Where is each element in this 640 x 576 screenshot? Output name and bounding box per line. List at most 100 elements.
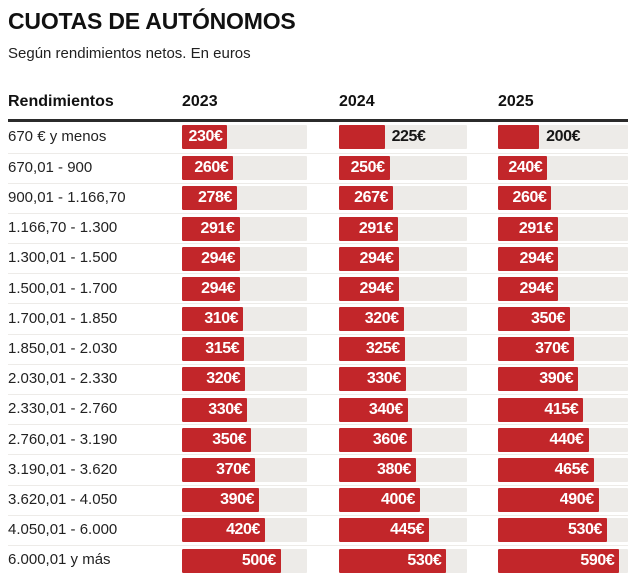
bar-2023: 294€ <box>182 246 241 271</box>
bar-track-2024: 380€ <box>339 458 467 482</box>
chart-title: CUOTAS DE AUTÓNOMOS <box>8 8 296 34</box>
table-row: 2.760,01 - 3.190 350€ 360€ 440€ <box>8 424 628 454</box>
bar-value-label: 315€ <box>205 340 240 358</box>
bar-value-label: 291€ <box>518 219 553 237</box>
bar-2025: 294€ <box>498 276 559 301</box>
row-label: 900,01 - 1.166,70 <box>8 189 126 207</box>
bar-value-label: 530€ <box>568 521 603 539</box>
bar-track-2023: 294€ <box>182 276 307 301</box>
bar-track-2023: 390€ <box>182 488 307 513</box>
bar-track-2025: 240€ <box>498 156 628 181</box>
bar-2024: 267€ <box>339 186 394 211</box>
bar-value-label: 310€ <box>204 310 239 328</box>
bar-value-label: 530€ <box>407 551 442 569</box>
table-row: 3.620,01 - 4.050 390€ 400€ 490€ <box>8 484 628 515</box>
table-row: 2.330,01 - 2.760 330€ 340€ 415€ <box>8 394 628 424</box>
table-row: 1.166,70 - 1.300 291€ 291€ 291€ <box>8 212 628 243</box>
bar-value-label: 390€ <box>539 370 574 388</box>
bar-track-2025: 415€ <box>498 397 628 422</box>
row-label: 1.300,01 - 1.500 <box>8 249 118 267</box>
bar-2023: 370€ <box>182 458 256 482</box>
bar-track-2024: 530€ <box>339 548 467 573</box>
column-header-rendimientos: Rendimientos <box>8 92 114 110</box>
bar-2024 <box>339 125 385 150</box>
bar-2025: 350€ <box>498 307 570 332</box>
bar-value-label: 250€ <box>350 159 385 177</box>
bar-2025: 291€ <box>498 216 558 241</box>
bar-value-label: 225€ <box>391 128 426 146</box>
bar-value-label: 230€ <box>188 128 223 146</box>
bar-track-2024: 400€ <box>339 488 467 513</box>
table-header-row: Rendimientos 2023 2024 2025 <box>8 93 628 123</box>
row-label: 1.700,01 - 1.850 <box>8 309 118 327</box>
bar-2024: 291€ <box>339 216 398 241</box>
bar-value-label: 390€ <box>220 491 255 509</box>
bar-track-2024: 225€ <box>339 125 467 150</box>
bar-value-label: 267€ <box>354 189 389 207</box>
bar-track-2023: 500€ <box>182 548 307 573</box>
bar-track-2023: 291€ <box>182 216 307 241</box>
column-header-2024: 2024 <box>339 92 375 110</box>
bar-track-2023: 278€ <box>182 186 307 211</box>
bar-2024: 380€ <box>339 458 416 482</box>
row-label: 2.330,01 - 2.760 <box>8 400 118 418</box>
bar-2023: 420€ <box>182 518 266 543</box>
bar-2024: 400€ <box>339 488 420 513</box>
bar-track-2023: 420€ <box>182 518 307 543</box>
bar-value-label: 294€ <box>201 249 236 267</box>
bar-2025: 530€ <box>498 518 608 543</box>
bar-value-label: 294€ <box>519 249 554 267</box>
bar-value-label: 370€ <box>535 340 570 358</box>
bar-value-label: 330€ <box>366 370 401 388</box>
bar-2023: 390€ <box>182 488 260 513</box>
row-label: 6.000,01 y más <box>8 551 111 569</box>
bar-2023: 294€ <box>182 276 241 301</box>
bar-2024: 530€ <box>339 548 447 573</box>
bar-2023: 320€ <box>182 367 246 392</box>
bar-value-label: 420€ <box>226 521 261 539</box>
bar-track-2025: 440€ <box>498 427 628 452</box>
bar-value-label: 445€ <box>390 521 425 539</box>
bar-value-label: 291€ <box>358 219 393 237</box>
bar-value-label: 320€ <box>206 370 241 388</box>
bar-2023: 310€ <box>182 307 244 332</box>
bar-value-label: 320€ <box>364 310 399 328</box>
bar-track-2025: 291€ <box>498 216 628 241</box>
bar-value-label: 380€ <box>376 461 411 478</box>
bar-value-label: 415€ <box>544 400 579 418</box>
bar-value-label: 440€ <box>549 430 584 448</box>
bar-track-2023: 350€ <box>182 427 307 452</box>
bar-2023: 500€ <box>182 548 281 573</box>
bar-value-label: 325€ <box>365 340 400 358</box>
bar-track-2024: 340€ <box>339 397 467 422</box>
bar-track-2024: 320€ <box>339 307 467 332</box>
bar-track-2023: 370€ <box>182 458 307 482</box>
bar-2023: 230€ <box>182 125 228 150</box>
bar-track-2024: 445€ <box>339 518 467 543</box>
bar-value-label: 200€ <box>546 128 581 146</box>
bar-2025: 294€ <box>498 246 559 271</box>
bar-2023: 315€ <box>182 337 245 362</box>
bar-track-2025: 294€ <box>498 276 628 301</box>
table-row: 670 € y menos 230€ 225€ 200€ <box>8 122 628 152</box>
bar-track-2025: 370€ <box>498 337 628 362</box>
row-label: 3.190,01 - 3.620 <box>8 460 118 478</box>
bar-2024: 320€ <box>339 307 404 332</box>
bar-value-label: 240€ <box>508 159 543 177</box>
bar-2023: 350€ <box>182 427 252 452</box>
bar-track-2023: 320€ <box>182 367 307 392</box>
table-row: 1.500,01 - 1.700 294€ 294€ 294€ <box>8 273 628 303</box>
bar-value-label: 294€ <box>201 279 236 297</box>
bar-track-2024: 294€ <box>339 246 467 271</box>
bar-value-label: 294€ <box>359 249 394 267</box>
bar-2025 <box>498 125 540 150</box>
row-label: 670,01 - 900 <box>8 158 93 176</box>
chart-subtitle: Según rendimientos netos. En euros <box>8 44 251 62</box>
bar-track-2023: 315€ <box>182 337 307 362</box>
table-row: 2.030,01 - 2.330 320€ 330€ 390€ <box>8 363 628 394</box>
row-label: 3.620,01 - 4.050 <box>8 490 118 508</box>
bar-track-2023: 310€ <box>182 307 307 332</box>
bar-track-2025: 200€ <box>498 125 628 150</box>
bar-value-label: 278€ <box>197 189 232 207</box>
